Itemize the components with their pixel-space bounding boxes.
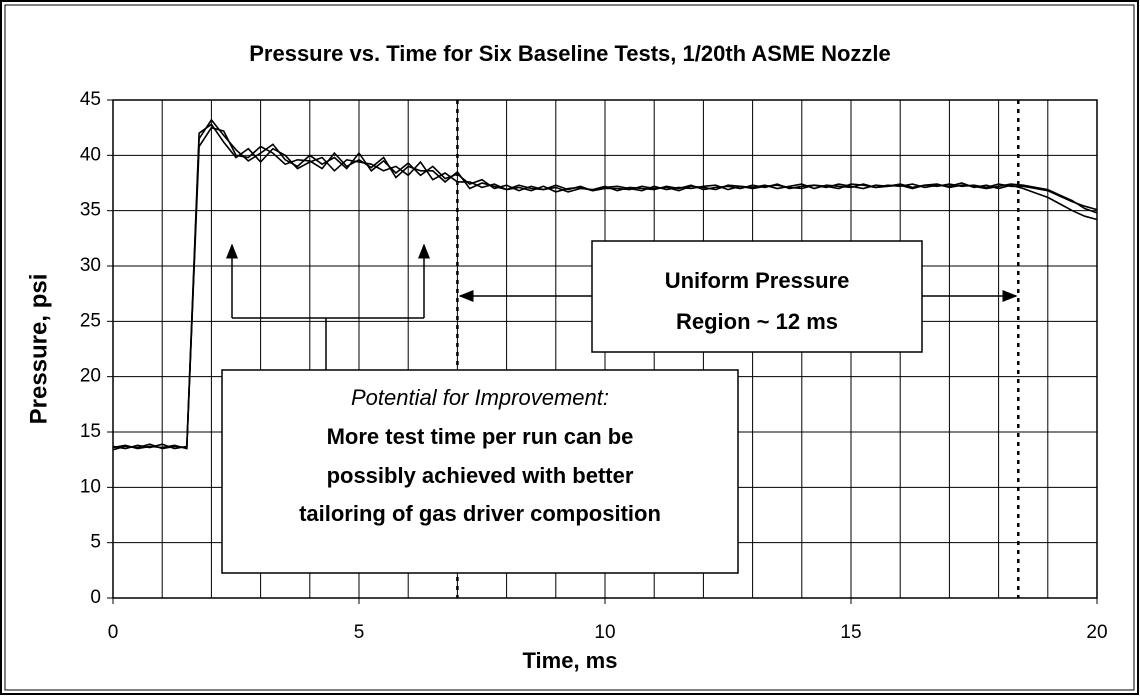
annotation-text: More test time per run can be [327,424,634,449]
x-axis-label: Time, ms [523,648,618,673]
x-tick-label: 10 [594,622,615,643]
y-tick-label: 25 [80,310,101,331]
annotation-text: Uniform Pressure [665,268,850,293]
y-tick-label: 5 [90,532,101,553]
x-tick-label: 0 [108,622,119,643]
x-tick-label: 5 [354,622,365,643]
x-tick-label: 20 [1086,622,1107,643]
annotation-box [221,369,739,574]
annotations: Uniform Pressure Region ~ 12 ms Potentia… [221,240,1018,574]
annotation-text: Potential for Improvement: [351,385,609,410]
annotation-text: possibly achieved with better [327,463,634,488]
y-axis-label: Pressure, psi [25,274,52,425]
y-tick-label: 45 [80,89,101,110]
x-tick-label: 15 [840,622,861,643]
annotation-text: tailoring of gas driver composition [299,501,661,526]
y-tick-label: 15 [80,421,101,442]
y-tick-label: 10 [80,476,101,497]
chart-title: Pressure vs. Time for Six Baseline Tests… [249,41,891,66]
data-line [112,123,1098,450]
y-tick-label: 0 [90,587,101,608]
annotation-box [591,240,923,353]
y-tick-label: 30 [80,255,101,276]
data-line [112,126,1098,451]
frame-inner [4,4,1135,691]
annotation-text: Region ~ 12 ms [676,309,838,334]
y-tick-label: 40 [80,144,101,165]
y-tick-label: 20 [80,366,101,387]
y-tick-label: 35 [80,200,101,221]
